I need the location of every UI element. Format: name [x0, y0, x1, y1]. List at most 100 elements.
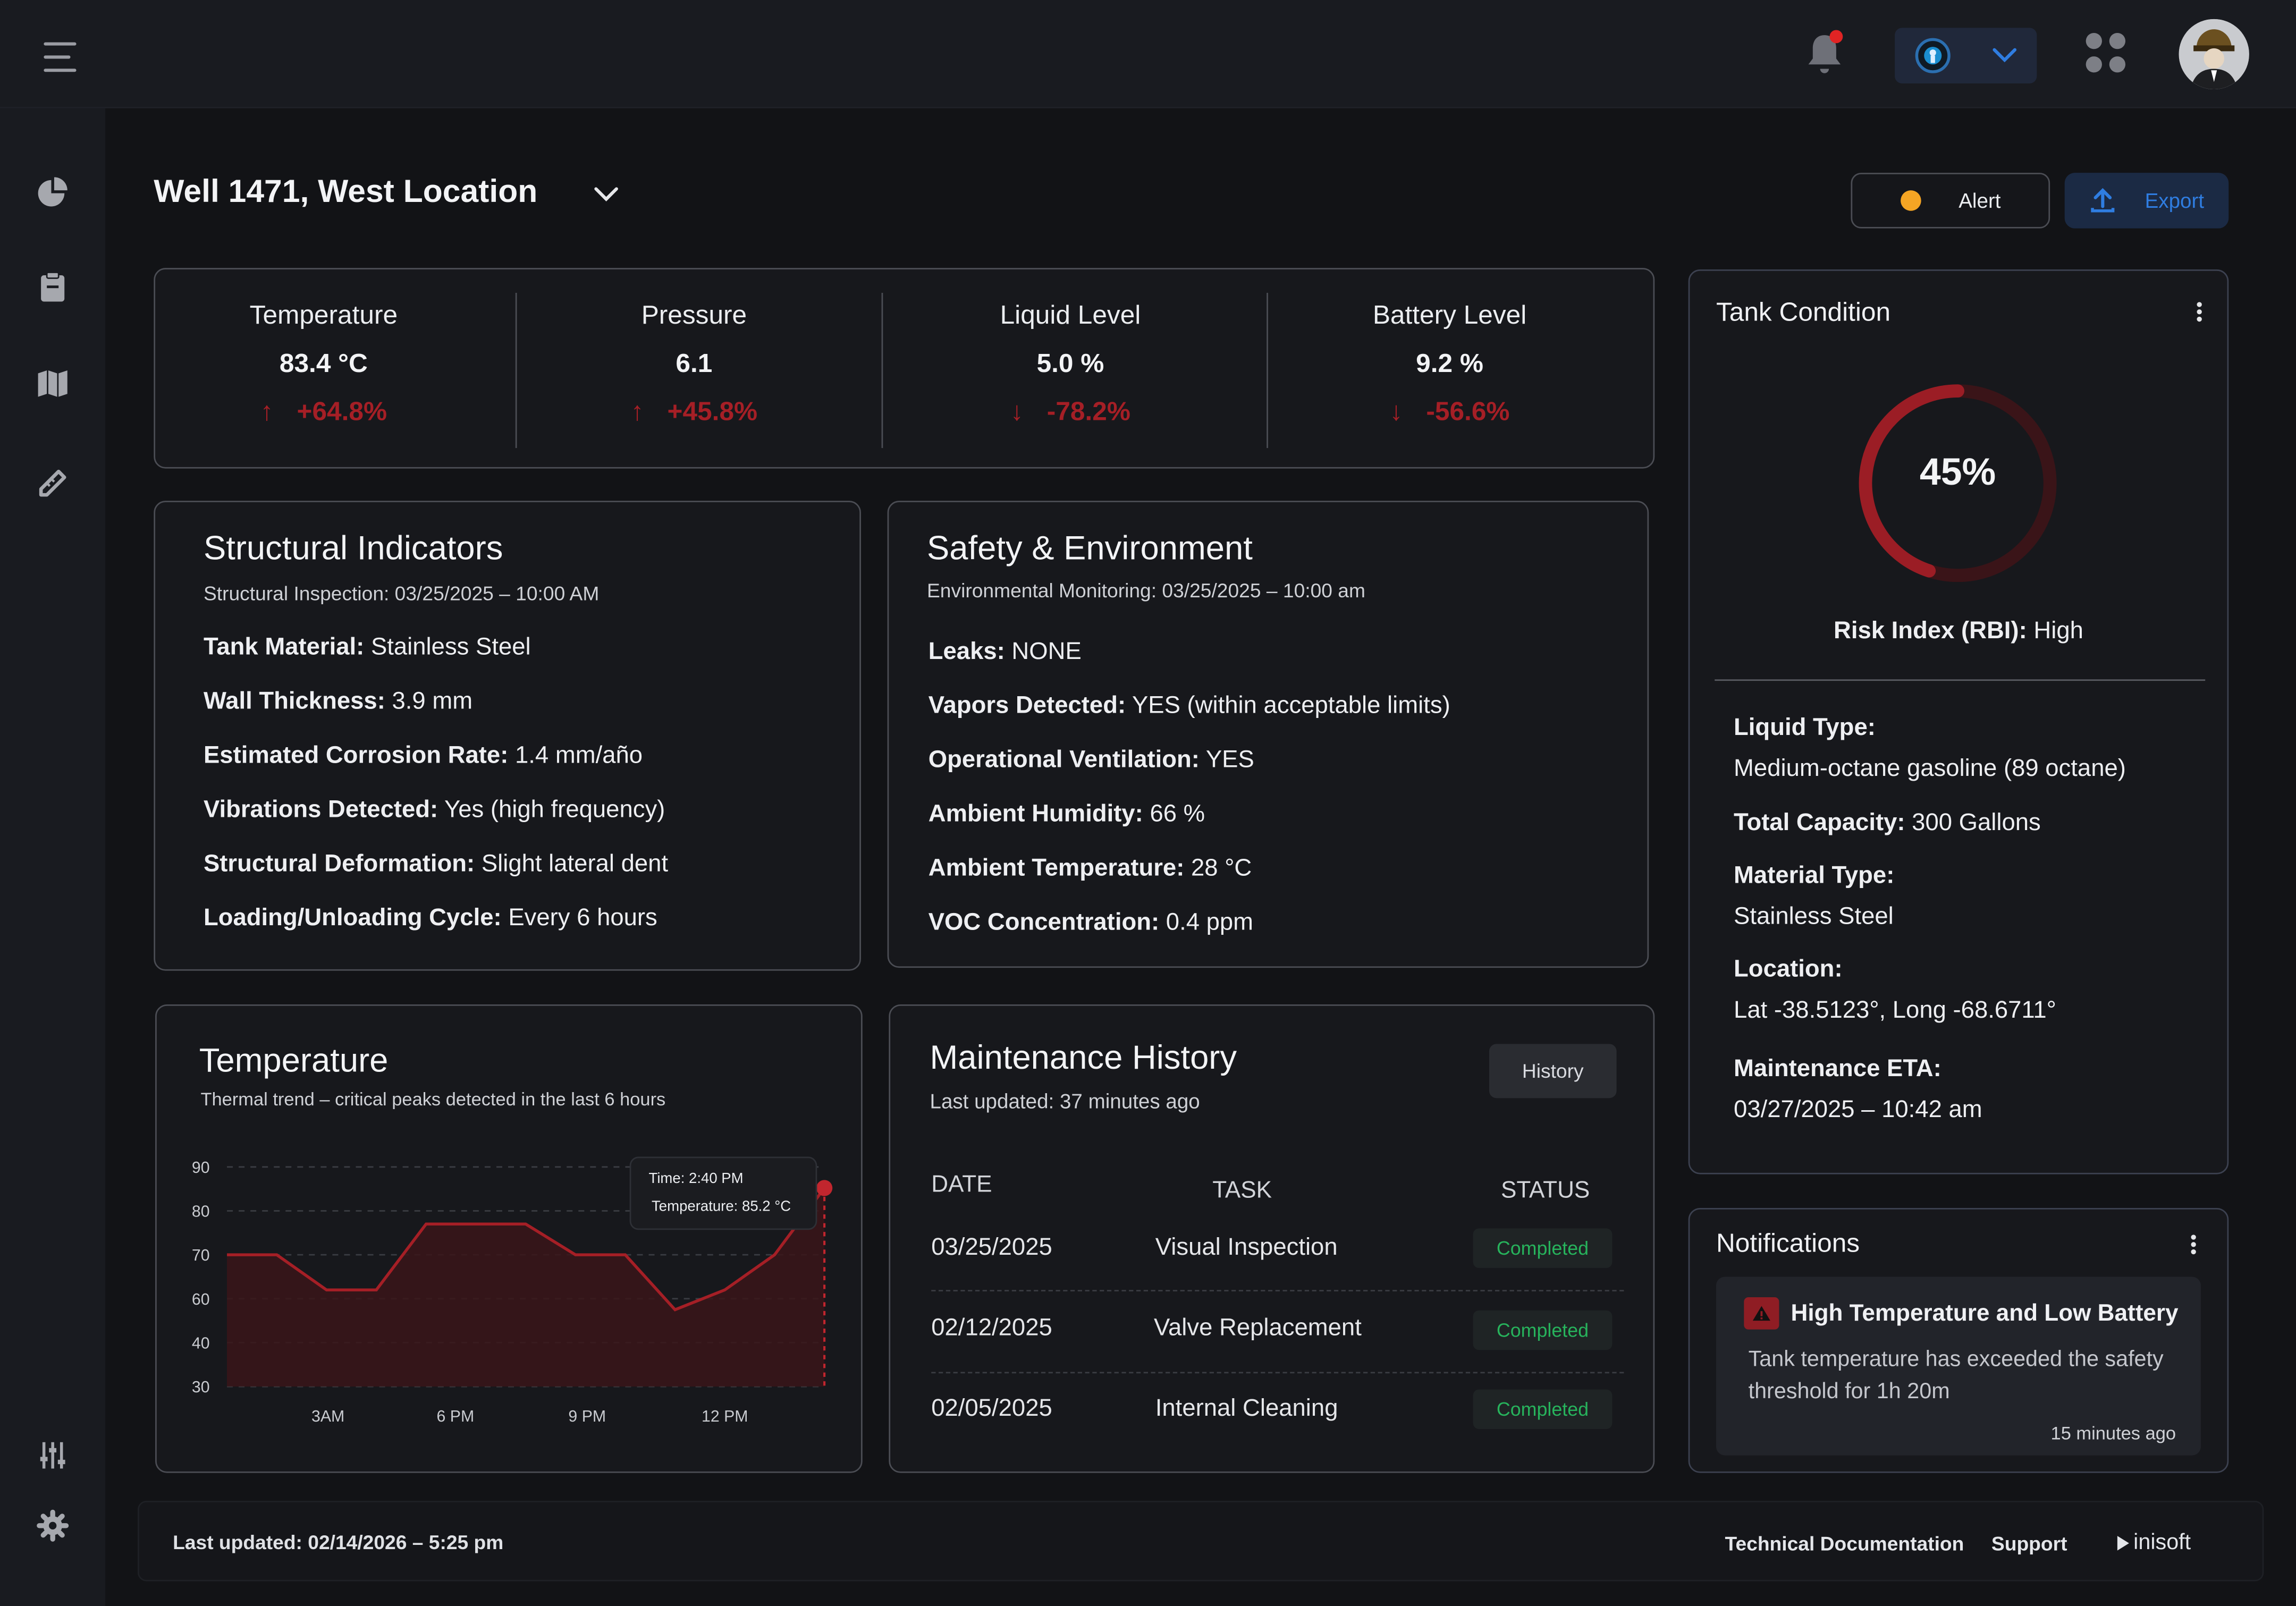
stat-value: 9.2 %: [1416, 348, 1483, 378]
sidebar-item-tools[interactable]: [32, 463, 73, 504]
stats-card: Temperature 83.4 °C ↑ +64.8% Pressure 6.1…: [154, 268, 1655, 469]
gear-icon: [37, 1509, 69, 1542]
kv-row: VOC Concentration: 0.4 ppm: [928, 909, 1253, 937]
kv-value: Stainless Steel: [370, 633, 531, 661]
footer-last-updated: Last updated: 02/14/2026 – 5:25 pm: [173, 1531, 504, 1554]
more-options-icon[interactable]: [2188, 297, 2211, 326]
sidebar-item-reports[interactable]: [32, 266, 73, 307]
kv-key: Operational Ventilation:: [928, 747, 1200, 773]
warning-icon: [1744, 1297, 1779, 1330]
card-subtitle: Structural Inspection: 03/25/2025 – 10:0…: [203, 582, 600, 605]
stat-change-value: +45.8%: [667, 396, 758, 426]
history-button[interactable]: History: [1489, 1044, 1617, 1098]
detail-value: Lat -38.5123°, Long -68.6711°: [1734, 997, 2056, 1024]
sidebar-item-analytics[interactable]: [32, 173, 73, 214]
kv-row: Loading/Unloading Cycle: Every 6 hours: [204, 905, 657, 933]
sidebar-item-map[interactable]: [32, 363, 73, 404]
stat-label: Battery Level: [1372, 300, 1527, 329]
stat-value: 5.0 %: [1036, 348, 1104, 378]
card-title: Temperature: [199, 1041, 389, 1079]
avatar[interactable]: [2179, 19, 2249, 90]
export-button[interactable]: Export: [2064, 173, 2229, 229]
temperature-chart: 90 80 70 60 40 30 3AM 6 PM 9 PM 12 PM: [192, 1159, 833, 1425]
temperature-chart-card: Temperature Thermal trend – critical pea…: [155, 1004, 863, 1473]
title-dropdown-chevron-icon[interactable]: [589, 179, 624, 211]
y-tick-label: 90: [192, 1159, 210, 1177]
sidebar-item-filters[interactable]: [32, 1435, 73, 1476]
stat-change: ↓ -56.6%: [1280, 397, 1619, 428]
row-task: Internal Cleaning: [1155, 1395, 1338, 1422]
row-task: Valve Replacement: [1154, 1315, 1362, 1341]
detail-key: Maintenance ETA:: [1734, 1055, 1942, 1083]
kv-value: 28 °C: [1191, 855, 1252, 882]
detail-key: Location:: [1734, 956, 1843, 983]
stat-label: Pressure: [641, 300, 747, 329]
tank-percent: 45%: [1919, 449, 1996, 494]
detail-key: Liquid Type:: [1734, 714, 1876, 741]
stat-temperature: Temperature 83.4 °C ↑ +64.8%: [155, 300, 492, 428]
sliders-icon: [40, 1442, 65, 1469]
alert-button[interactable]: Alert: [1851, 173, 2050, 229]
card-title: Tank Condition: [1716, 297, 1891, 327]
card-title: Structural Indicators: [203, 528, 503, 567]
kv-value: 1.4 mm/año: [515, 742, 643, 769]
clipboard-icon: [41, 272, 65, 302]
y-tick-label: 70: [192, 1247, 210, 1264]
technical-documentation-link[interactable]: Technical Documentation: [1725, 1533, 1964, 1555]
support-link[interactable]: Support: [1991, 1533, 2067, 1555]
stat-label: Temperature: [249, 300, 398, 329]
kv-value: YES (within acceptable limits): [1132, 692, 1450, 719]
divider: [1267, 293, 1268, 449]
kv-key: Leaks:: [928, 638, 1005, 665]
kv-value: Yes (high frequency): [444, 796, 665, 823]
kv-value: NONE: [1011, 638, 1082, 665]
arrow-up-icon: ↑: [630, 396, 644, 426]
notification-bell-icon[interactable]: [1798, 27, 1851, 79]
sidebar-item-settings[interactable]: [32, 1505, 73, 1546]
organization-selector[interactable]: [1895, 28, 2037, 84]
kv-row: Leaks: NONE: [928, 638, 1082, 666]
stat-change: ↑ +45.8%: [524, 397, 864, 428]
avatar-icon: [2179, 19, 2249, 90]
arrow-down-icon: ↓: [1010, 396, 1024, 426]
status-badge: Completed: [1473, 1228, 1613, 1268]
kv-row: Operational Ventilation: YES: [928, 747, 1254, 774]
play-icon: [2117, 1535, 2129, 1550]
column-header-status: STATUS: [1500, 1178, 1590, 1204]
kv-key: Ambient Temperature:: [928, 855, 1185, 882]
column-header-date: DATE: [931, 1172, 992, 1198]
notification-title: High Temperature and Low Battery: [1791, 1301, 2179, 1327]
ruler-pencil-icon: [39, 469, 66, 497]
apps-grid-icon[interactable]: [2079, 27, 2132, 79]
kv-key: Total Capacity:: [1734, 809, 1905, 836]
sidebar: [0, 108, 106, 1606]
safety-environment-card: Safety & Environment Environmental Monit…: [887, 501, 1649, 968]
kv-row: Wall Thickness: 3.9 mm: [204, 688, 472, 716]
row-date: 02/12/2025: [931, 1315, 1052, 1341]
kv-value: Slight lateral dent: [481, 850, 669, 877]
column-header-task: TASK: [1212, 1178, 1272, 1204]
row-task: Visual Inspection: [1155, 1234, 1338, 1261]
page-title: Well 1471, West Location: [154, 173, 538, 209]
x-tick-label: 9 PM: [568, 1408, 606, 1425]
map-icon: [38, 370, 67, 397]
highlight-point: [816, 1180, 833, 1196]
kv-value: 3.9 mm: [392, 688, 473, 715]
arrow-down-icon: ↓: [1389, 396, 1403, 426]
stat-pressure: Pressure 6.1 ↑ +45.8%: [524, 300, 864, 428]
kv-row: Ambient Humidity: 66 %: [928, 801, 1205, 829]
brand-logo[interactable]: inisoft: [2116, 1530, 2191, 1555]
stat-liquid-level: Liquid Level 5.0 % ↓ -78.2%: [894, 300, 1246, 428]
kv-key: Loading/Unloading Cycle:: [203, 905, 502, 932]
hamburger-menu-icon[interactable]: [38, 35, 82, 79]
kv-value: High: [2033, 618, 2083, 645]
stat-change-value: +64.8%: [297, 396, 387, 426]
y-tick-label: 80: [192, 1203, 210, 1220]
detail-row: Total Capacity: 300 Gallons: [1734, 810, 2041, 838]
notification-item[interactable]: High Temperature and Low Battery Tank te…: [1716, 1277, 2201, 1456]
x-tick-label: 12 PM: [702, 1408, 748, 1425]
card-subtitle: Environmental Monitoring: 03/25/2025 – 1…: [926, 580, 1366, 602]
arrow-up-icon: ↑: [260, 396, 274, 426]
more-options-icon[interactable]: [2182, 1230, 2205, 1259]
notification-body: Tank temperature has exceeded the safety…: [1748, 1347, 2164, 1405]
